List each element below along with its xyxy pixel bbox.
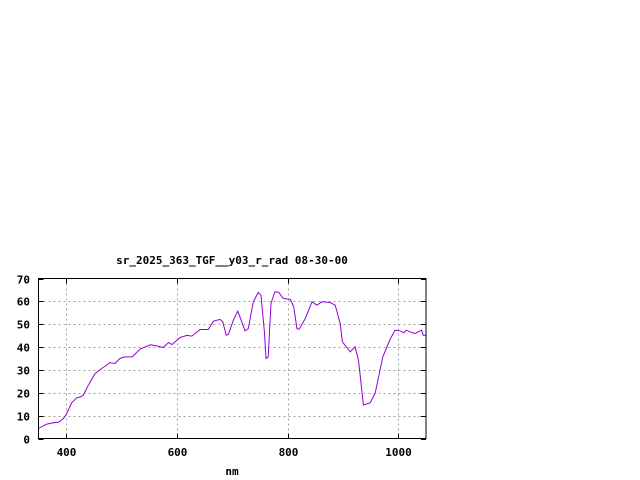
y-tick-label: 30 bbox=[17, 365, 30, 378]
y-tick-label: 50 bbox=[17, 319, 30, 332]
y-tick-label: 10 bbox=[17, 411, 30, 424]
x-axis: 400 600 800 1000 bbox=[57, 278, 412, 459]
grid bbox=[38, 278, 426, 439]
x-tick-label: 1000 bbox=[385, 446, 412, 459]
series-line bbox=[38, 291, 426, 429]
y-tick-label: 70 bbox=[17, 274, 30, 287]
y-tick-label: 60 bbox=[17, 296, 30, 309]
x-tick-label: 400 bbox=[57, 446, 77, 459]
plot-border bbox=[38, 278, 427, 439]
x-tick-label: 800 bbox=[279, 446, 299, 459]
y-tick-label: 20 bbox=[17, 388, 30, 401]
x-tick-label: 600 bbox=[168, 446, 188, 459]
chart-title: sr_2025_363_TGF__y03_r_rad 08-30-00 bbox=[116, 254, 348, 267]
y-axis: 0 10 20 30 40 50 60 70 bbox=[17, 274, 426, 447]
y-tick-label: 0 bbox=[23, 434, 30, 447]
x-axis-label: nm bbox=[225, 465, 239, 478]
y-tick-label: 40 bbox=[17, 342, 30, 355]
